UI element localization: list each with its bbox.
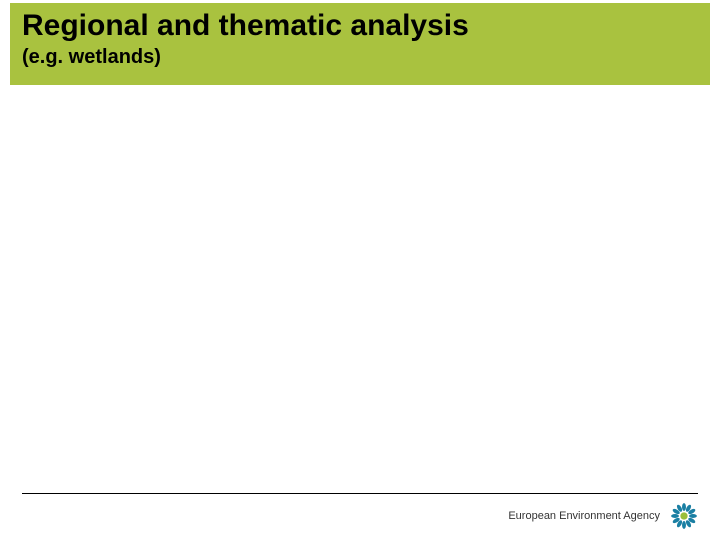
- footer: European Environment Agency: [508, 502, 698, 530]
- slide: Regional and thematic analysis (e.g. wet…: [0, 0, 720, 540]
- footer-divider: [22, 493, 698, 494]
- eea-logo-icon: [670, 502, 698, 530]
- slide-subtitle: (e.g. wetlands): [22, 46, 698, 69]
- title-band: Regional and thematic analysis (e.g. wet…: [10, 3, 710, 85]
- slide-title: Regional and thematic analysis: [22, 9, 698, 44]
- agency-name: European Environment Agency: [508, 510, 660, 522]
